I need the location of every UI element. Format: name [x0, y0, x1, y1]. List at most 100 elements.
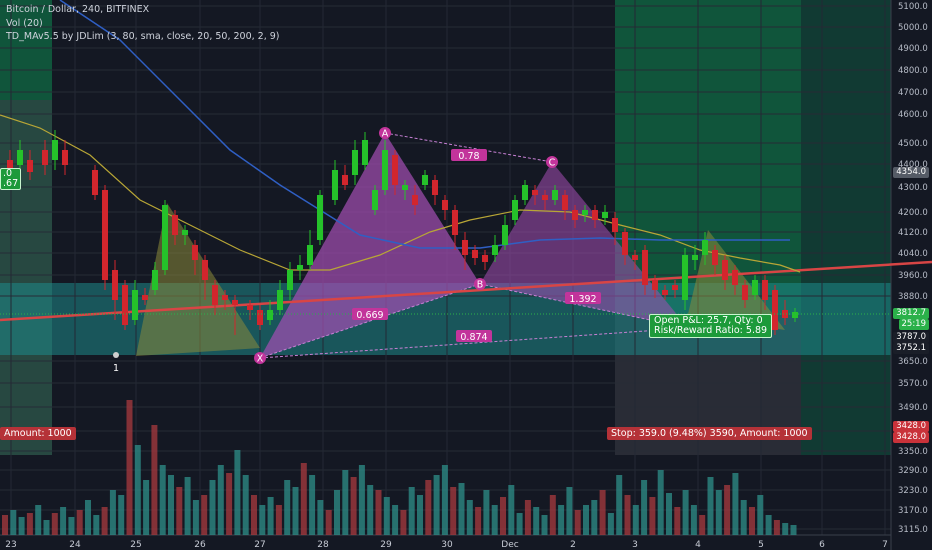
volume-bar: [325, 510, 332, 535]
candle-body: [702, 240, 708, 255]
candle-body: [612, 218, 618, 232]
x-tick-label: 30: [441, 540, 453, 550]
left-amount-box[interactable]: Amount: 1000: [0, 427, 76, 440]
candle-body: [17, 150, 23, 165]
candle-body: [257, 310, 263, 325]
open-pl-text: Open P&L: 25.7, Qty: 0: [654, 315, 763, 326]
volume-bar: [242, 475, 249, 535]
volume-bar: [226, 473, 233, 535]
volume-bar: [624, 495, 631, 535]
last-price-tag: 3812.7: [893, 308, 929, 319]
pattern-point-c-label: C: [549, 158, 556, 169]
y-tick-label: 3170.0: [898, 506, 928, 516]
y-tick-label: 4400.0: [898, 160, 928, 170]
ratio-bd-label: 1.392: [569, 294, 596, 305]
ratio-xb-label: 0.669: [356, 310, 383, 321]
candle-body: [752, 280, 758, 295]
pattern-point-b-label: B: [477, 280, 484, 291]
candle-body: [352, 150, 358, 175]
volume-bar: [441, 465, 448, 535]
candle-body: [792, 312, 798, 318]
volume-bar: [765, 515, 772, 535]
symbol-title[interactable]: Bitcoin / Dollar, 240, BITFINEX: [6, 4, 150, 15]
volume-bar: [583, 505, 589, 535]
candle-body: [552, 190, 558, 200]
y-tick-label: 4500.0: [898, 139, 928, 149]
candle-body: [642, 250, 648, 285]
volume-bar: [259, 505, 266, 535]
ratio-bd-box: [565, 292, 601, 304]
candle-body: [572, 210, 578, 220]
candle-body: [712, 250, 718, 265]
volume-bar: [367, 485, 374, 535]
volume-bar: [616, 475, 623, 535]
candle-body: [472, 250, 478, 258]
y-tick-label: 4700.0: [898, 88, 928, 98]
volume-bar: [18, 517, 25, 535]
volume-bar: [458, 483, 465, 535]
candle-body: [532, 190, 538, 195]
candle-body: [452, 210, 458, 235]
y-tick-label: 3650.0: [898, 357, 928, 367]
volume-bar: [632, 505, 639, 535]
candle-body: [297, 265, 303, 270]
x-tick-label: 29: [380, 540, 392, 550]
volume-bar: [35, 505, 42, 535]
y-tick-label: 3230.0: [898, 486, 928, 496]
td-ma-indicator-label[interactable]: TD_MAv5.5 by JDLim (3, 80, sma, close, 2…: [6, 31, 280, 42]
volume-bar: [76, 510, 83, 535]
candle-body: [212, 285, 218, 305]
volume-bar: [43, 520, 50, 535]
left-box-top-text: .0: [3, 168, 13, 179]
pattern-point-a-marker: [379, 127, 391, 139]
candle-body: [102, 190, 108, 280]
y-tick-label: 3350.0: [898, 447, 928, 457]
volume-indicator-label[interactable]: Vol (20): [6, 17, 43, 29]
volume-bar: [566, 487, 573, 535]
stop-loss-box[interactable]: Stop: 359.0 (9.48%) 3590, Amount: 1000: [607, 427, 812, 440]
volume-bar: [524, 500, 531, 535]
left-position-box[interactable]: .0 .67: [0, 168, 22, 190]
volume-bar: [749, 507, 755, 535]
volume-bar: [143, 480, 150, 535]
volume-bar: [757, 495, 764, 535]
x-tick-label: 23: [5, 540, 16, 550]
candle-body: [7, 160, 13, 175]
candle-body: [132, 290, 138, 320]
volume-bar: [425, 480, 432, 535]
volume-bar: [790, 525, 797, 535]
candle-body: [42, 150, 48, 165]
volume-bar: [674, 507, 681, 535]
ratio-ac-label: 0.78: [458, 151, 479, 162]
volume-bar: [491, 505, 498, 535]
volume-bar: [126, 400, 133, 535]
y-tick-label: 5100.0: [898, 2, 928, 12]
volume-bar: [433, 475, 440, 535]
volume-bar: [151, 425, 158, 535]
volume-bar: [475, 507, 482, 535]
volume-bar: [699, 515, 706, 535]
x-tick-label: 3: [632, 540, 638, 550]
volume-bar: [450, 487, 457, 535]
volume-bar: [408, 487, 415, 535]
volume-bar: [176, 487, 183, 535]
pattern-point-a-label: A: [382, 129, 389, 140]
volume-bar: [666, 493, 672, 535]
candle-body: [382, 150, 388, 190]
candle-body: [582, 210, 588, 215]
candle-body: [692, 255, 698, 260]
x-tick-label: 2: [570, 540, 576, 550]
volume-bar: [715, 490, 722, 535]
x-tick-label: 28: [317, 540, 329, 550]
pattern-ac-line: [384, 132, 553, 163]
ratio-xd-label: 0.874: [460, 332, 487, 343]
candle-body: [412, 195, 418, 205]
y-tick-label: 4600.0: [898, 110, 928, 120]
y-tick-label: 3290.0: [898, 466, 928, 476]
y-tick-label: 5000.0: [898, 23, 928, 33]
position-info-box[interactable]: Open P&L: 25.7, Qty: 0 Risk/Reward Ratio…: [649, 314, 773, 338]
volume-bar: [93, 515, 100, 535]
volume-bar: [300, 463, 307, 535]
